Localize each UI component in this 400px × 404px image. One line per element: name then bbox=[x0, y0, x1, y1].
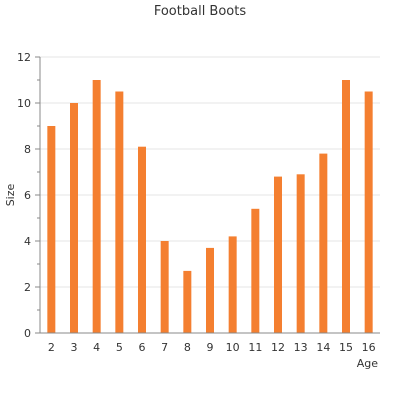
y-tick-label: 4 bbox=[24, 235, 31, 248]
bar bbox=[115, 91, 124, 333]
x-tick-label: 5 bbox=[116, 341, 123, 354]
y-tick-labels: 0 2 4 6 8 10 12 bbox=[17, 51, 31, 340]
x-tick-label: 8 bbox=[184, 341, 191, 354]
x-tick-label: 7 bbox=[161, 341, 168, 354]
bar bbox=[206, 247, 214, 333]
x-tick-label: 15 bbox=[339, 341, 353, 354]
x-tick-label: 13 bbox=[294, 341, 308, 354]
bar bbox=[70, 103, 78, 333]
bar bbox=[228, 236, 237, 333]
bar bbox=[319, 153, 328, 333]
axis-layer bbox=[35, 56, 380, 334]
bar bbox=[183, 270, 192, 333]
x-tick-label: 4 bbox=[93, 341, 100, 354]
bar bbox=[274, 176, 282, 333]
bar bbox=[251, 208, 260, 333]
chart-title: Football Boots bbox=[153, 4, 247, 19]
bar bbox=[92, 80, 101, 333]
x-tick-label: 14 bbox=[316, 341, 330, 354]
x-tick-label: 12 bbox=[271, 341, 285, 354]
y-tick-label: 0 bbox=[24, 327, 31, 340]
x-tick-labels: 2 3 4 5 6 7 8 9 10 11 12 13 14 15 16 bbox=[48, 341, 376, 354]
y-tick-label: 6 bbox=[24, 189, 31, 202]
bar bbox=[364, 91, 373, 333]
x-axis-label: Age bbox=[357, 357, 379, 370]
x-tick-label: 3 bbox=[71, 341, 78, 354]
x-tick-label: 16 bbox=[362, 341, 376, 354]
bar bbox=[160, 241, 169, 333]
y-tick-label: 8 bbox=[24, 143, 31, 156]
x-tick-label: 9 bbox=[207, 341, 214, 354]
bar bbox=[47, 126, 56, 333]
y-tick-label: 2 bbox=[24, 281, 31, 294]
bar bbox=[296, 174, 305, 333]
bar-layer bbox=[47, 80, 373, 333]
bar bbox=[342, 80, 350, 333]
x-tick-label: 11 bbox=[248, 341, 262, 354]
y-axis-label: Size bbox=[4, 183, 17, 206]
y-tick-label: 12 bbox=[17, 51, 31, 64]
bar bbox=[138, 146, 146, 333]
x-tick-label: 6 bbox=[139, 341, 146, 354]
x-tick-label: 2 bbox=[48, 341, 55, 354]
y-tick-label: 10 bbox=[17, 97, 31, 110]
x-tick-label: 10 bbox=[226, 341, 240, 354]
